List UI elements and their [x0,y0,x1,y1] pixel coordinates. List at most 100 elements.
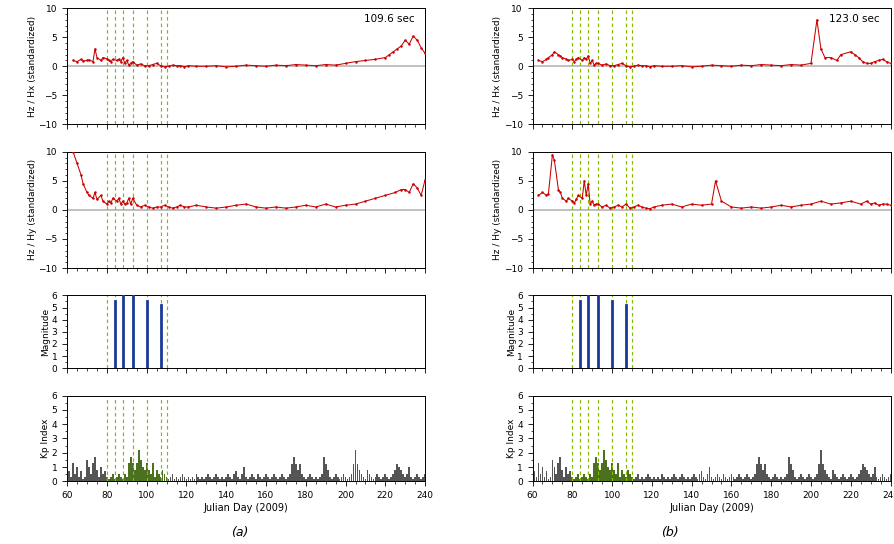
Bar [224,479,225,481]
Bar [547,479,549,481]
Bar [148,470,149,481]
Bar [313,479,315,481]
Bar [257,474,258,481]
Bar [742,479,744,481]
Bar [233,474,235,481]
Bar [400,470,401,481]
Bar [627,470,628,481]
Bar [734,479,736,481]
Bar [778,479,780,481]
Bar [316,479,318,481]
Bar [402,474,404,481]
Bar [364,479,366,481]
Bar [684,479,686,481]
Bar [638,479,640,481]
Bar [595,457,596,481]
Bar [749,479,751,481]
Bar [871,474,873,481]
Bar [123,474,125,481]
Bar [386,477,388,481]
Bar [72,463,74,481]
Bar [271,477,273,481]
Bar [382,477,384,481]
Bar [628,474,630,481]
Bar [799,474,801,481]
Bar [170,477,172,481]
Y-axis label: Kp Index: Kp Index [506,419,515,458]
Bar [765,474,767,481]
Bar [604,460,606,481]
Bar [666,477,668,481]
Bar [573,479,575,481]
Bar [640,477,642,481]
Bar [775,477,777,481]
Bar [611,463,612,481]
Bar [791,470,793,481]
Bar [788,457,789,481]
Bar [156,470,157,481]
Bar [331,479,333,481]
Bar [211,479,213,481]
Bar [206,477,207,481]
Bar [358,470,360,481]
Bar [823,470,825,481]
Bar [543,477,544,481]
Bar [112,474,114,481]
Bar [141,467,143,481]
Bar [273,474,274,481]
Bar [68,472,70,481]
Bar [281,474,283,481]
Bar [877,479,879,481]
Bar [612,470,614,481]
Bar [346,479,348,481]
Bar [744,477,746,481]
X-axis label: Julian Day (2009): Julian Day (2009) [669,503,753,513]
Bar [577,474,578,481]
Bar [533,472,535,481]
Bar [736,477,738,481]
Bar [131,463,133,481]
Bar [219,479,221,481]
Bar [688,479,690,481]
Bar [596,463,598,481]
Bar [642,479,644,481]
Bar [362,477,364,481]
Bar [801,477,803,481]
Bar [662,477,664,481]
Bar [692,474,694,481]
Bar [873,467,874,481]
Bar [424,474,426,481]
Bar [308,474,310,481]
Bar [227,474,229,481]
Bar [102,474,104,481]
Bar [660,474,662,481]
Bar [356,464,358,481]
Bar [773,474,775,481]
Bar [856,474,858,481]
Bar [164,474,165,481]
Bar [853,479,855,481]
Bar [279,477,281,481]
Bar [292,457,294,481]
Bar [694,477,696,481]
Bar [849,474,851,481]
Bar [835,477,837,481]
Bar [763,464,765,481]
Bar [819,450,821,481]
Bar [183,477,185,481]
Bar [241,474,243,481]
Bar [378,477,380,481]
Bar [90,474,92,481]
Bar [392,474,393,481]
Bar [728,477,730,481]
Bar [825,474,827,481]
Bar [367,470,368,481]
Bar [793,477,795,481]
Bar [96,470,97,481]
Bar [614,474,616,481]
Bar [412,479,414,481]
Bar [682,477,684,481]
Bar [295,464,297,481]
Bar [118,474,120,481]
Bar [847,477,848,481]
